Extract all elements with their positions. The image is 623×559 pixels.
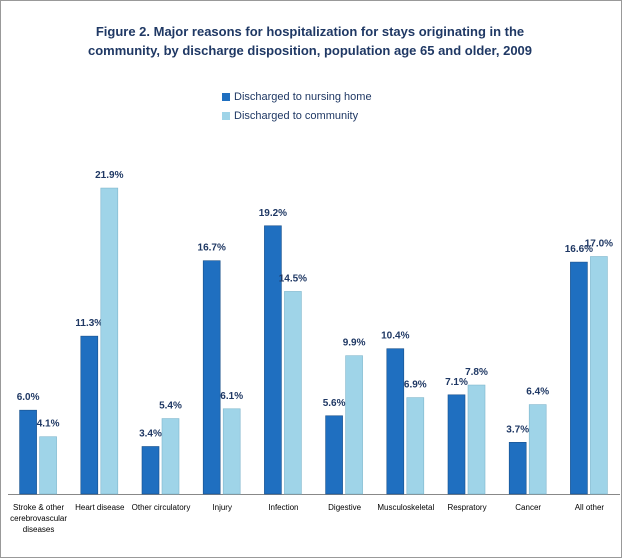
bar bbox=[386, 348, 405, 495]
bar bbox=[447, 394, 466, 495]
bar bbox=[570, 261, 588, 495]
chart-title: Figure 2. Major reasons for hospitalizat… bbox=[87, 24, 533, 58]
bar bbox=[161, 418, 180, 495]
bar bbox=[39, 436, 57, 495]
value-label: 3.4% bbox=[139, 429, 162, 440]
legend-swatch bbox=[222, 112, 230, 120]
bar bbox=[19, 409, 37, 495]
x-tick-label: Injury bbox=[212, 503, 232, 512]
value-label: 6.9% bbox=[404, 380, 427, 391]
value-label: 9.9% bbox=[343, 338, 366, 349]
value-label: 10.4% bbox=[381, 331, 409, 342]
bar bbox=[284, 291, 302, 495]
bar bbox=[345, 355, 363, 495]
value-label: 6.4% bbox=[526, 387, 549, 398]
value-label: 6.0% bbox=[17, 392, 40, 403]
value-label: 6.1% bbox=[220, 391, 243, 402]
bar bbox=[590, 256, 608, 495]
bar bbox=[80, 335, 99, 495]
x-tick-label: Heart disease bbox=[75, 503, 125, 512]
value-label: 7.1% bbox=[445, 377, 468, 388]
x-tick-label: All other bbox=[574, 503, 605, 512]
legend-swatch bbox=[222, 93, 230, 101]
value-label: 21.9% bbox=[95, 170, 123, 181]
x-tick-label: Digestive bbox=[328, 503, 362, 512]
legend-label: Discharged to community bbox=[234, 110, 359, 122]
value-label: 3.7% bbox=[506, 424, 529, 435]
value-label: 19.2% bbox=[259, 208, 287, 219]
value-label: 5.6% bbox=[323, 398, 346, 409]
bar bbox=[264, 225, 282, 495]
x-tick-label: Respratory bbox=[447, 503, 487, 512]
value-label: 16.6% bbox=[565, 244, 593, 255]
bar bbox=[508, 442, 527, 495]
value-label: 5.4% bbox=[159, 401, 182, 412]
x-tick-label: Cancer bbox=[515, 503, 542, 512]
bar bbox=[100, 187, 119, 495]
bar bbox=[202, 260, 221, 495]
bar bbox=[222, 408, 241, 495]
bar bbox=[467, 384, 486, 495]
bar bbox=[528, 404, 547, 495]
value-label: 17.0% bbox=[585, 239, 613, 250]
x-tick-label: Musculoskeletal bbox=[377, 503, 435, 512]
x-tick-label: Stroke & other cerebrovascular diseases bbox=[10, 503, 68, 534]
value-label: 14.5% bbox=[279, 273, 307, 284]
value-label: 11.3% bbox=[75, 318, 103, 329]
x-tick-label: Other circulatory bbox=[131, 503, 191, 512]
bar bbox=[141, 446, 160, 495]
bar bbox=[406, 397, 425, 495]
value-label: 16.7% bbox=[198, 243, 226, 254]
x-tick-label: Infection bbox=[268, 503, 299, 512]
value-label: 4.1% bbox=[37, 419, 60, 430]
bar bbox=[325, 415, 343, 495]
legend-label: Discharged to nursing home bbox=[234, 91, 372, 103]
value-label: 7.8% bbox=[465, 367, 488, 378]
